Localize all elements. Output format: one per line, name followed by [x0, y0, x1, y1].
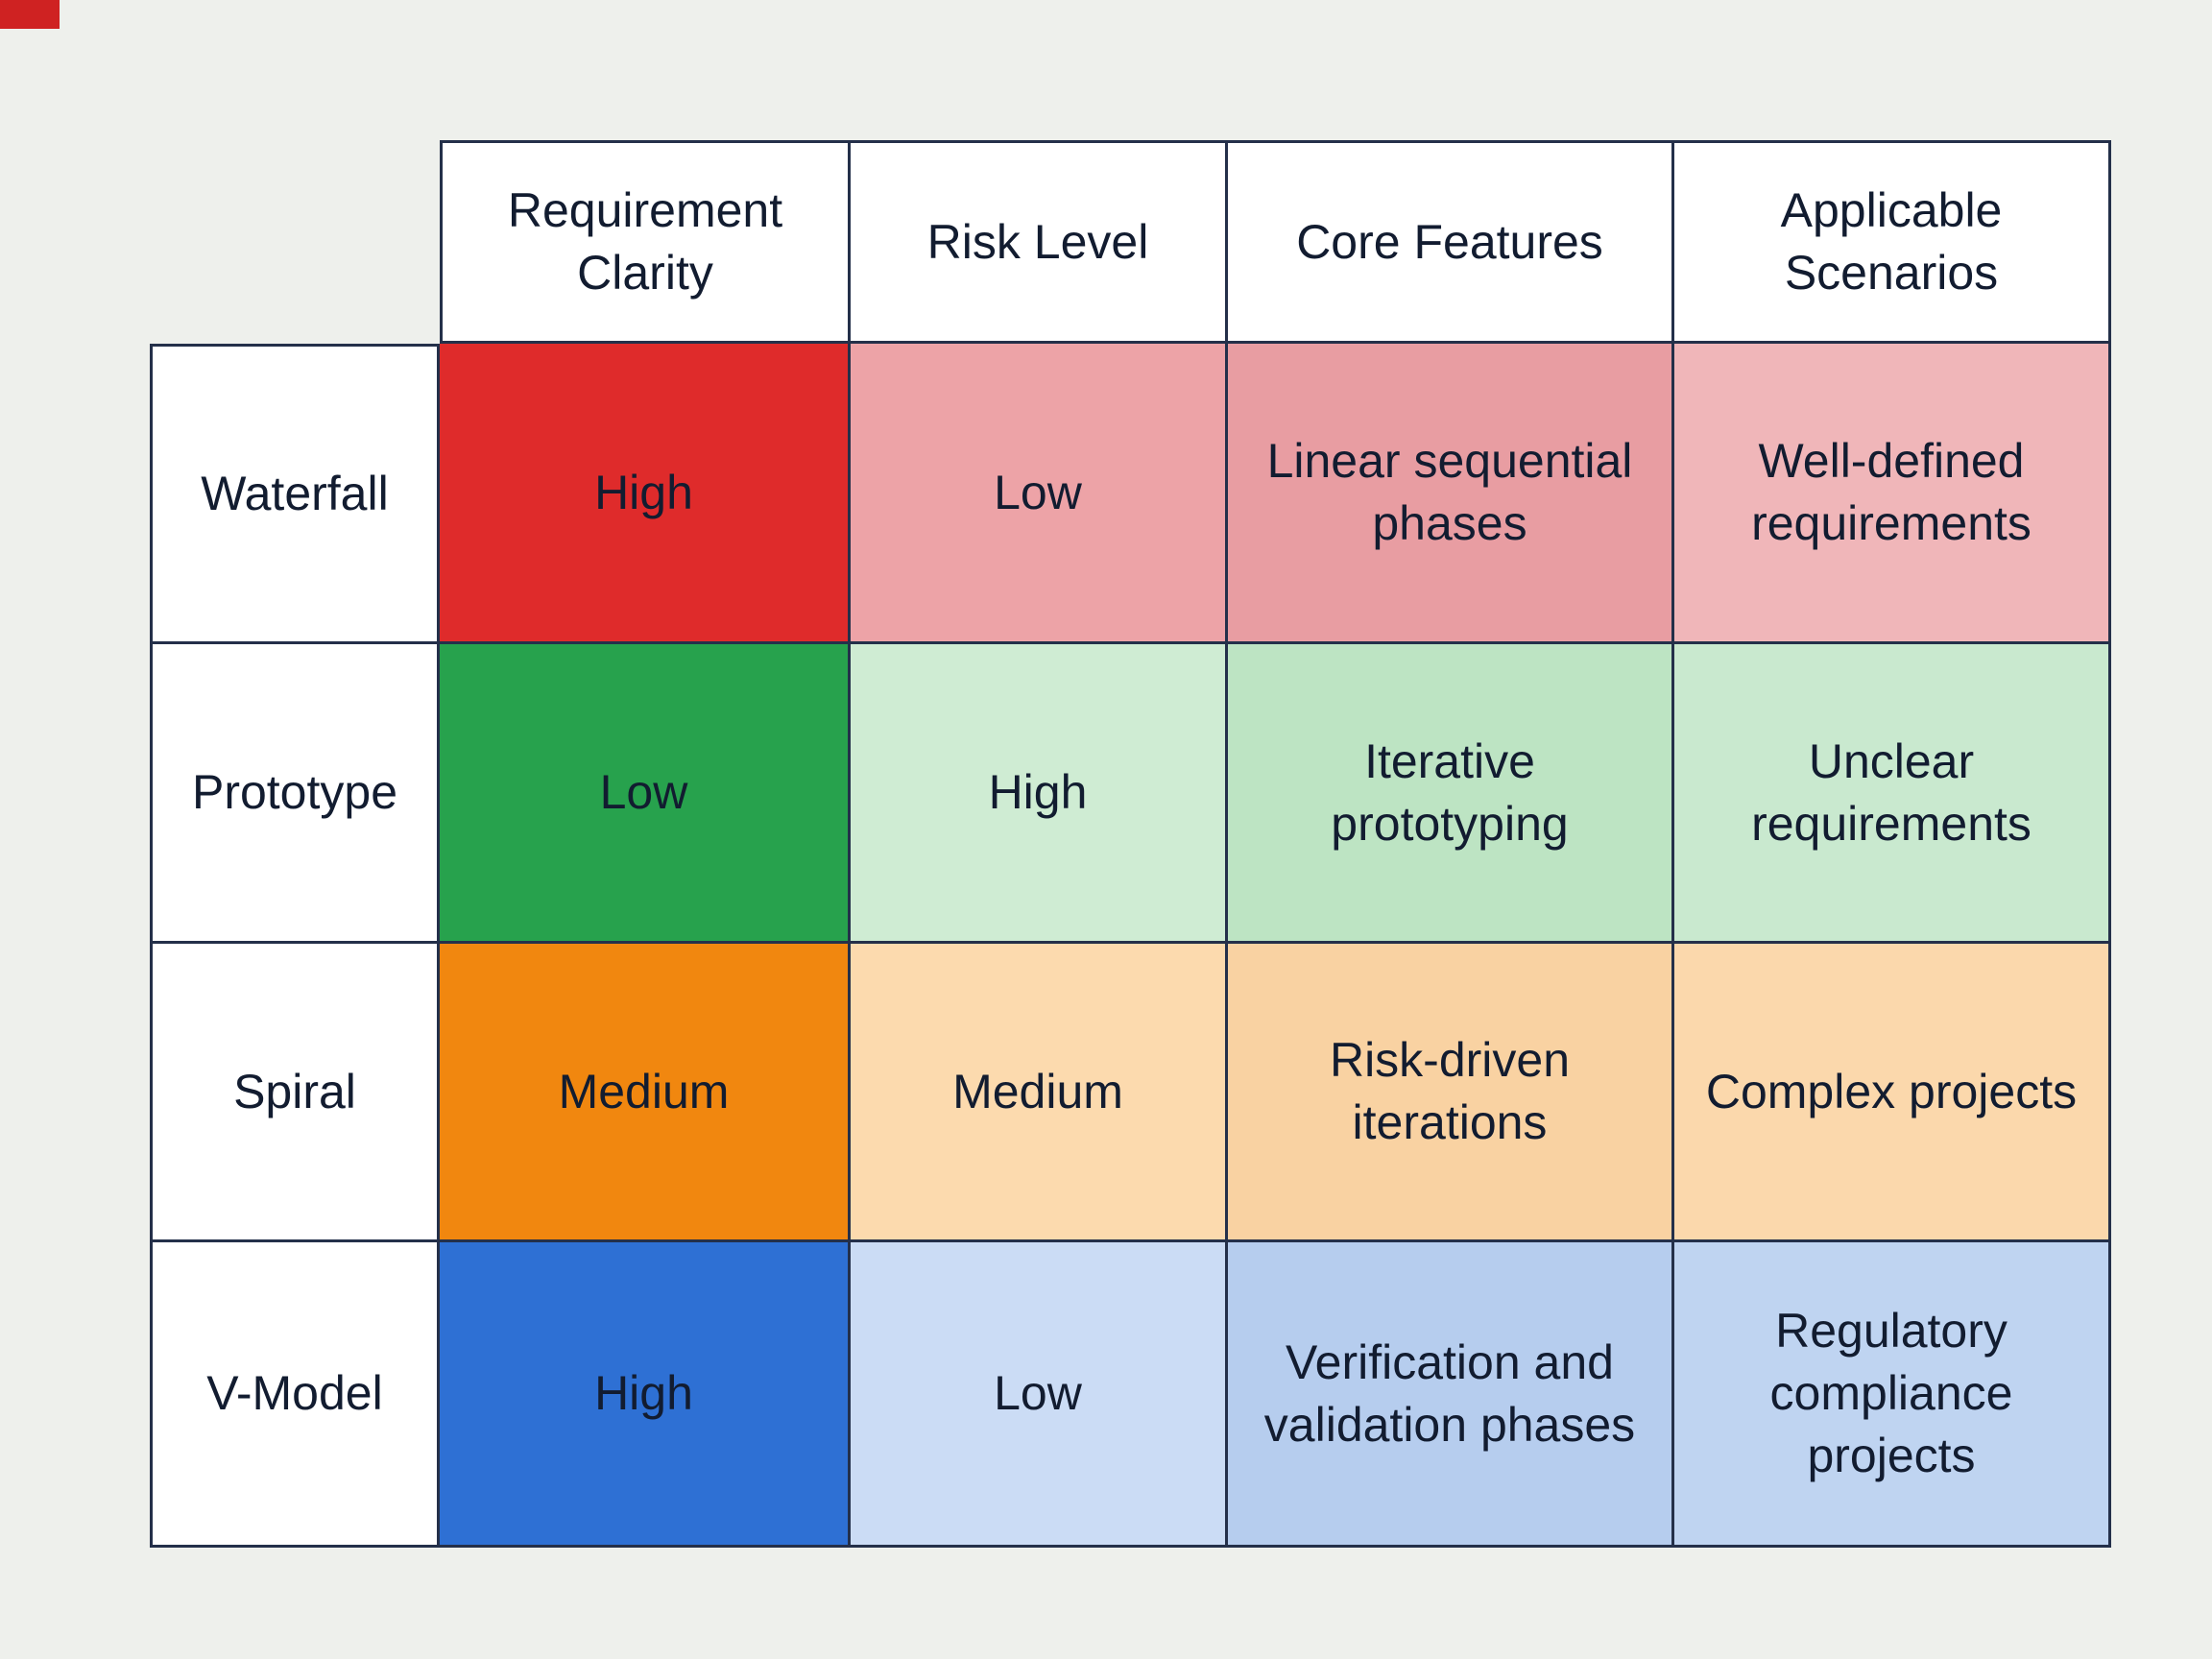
- cell-prototype-applicable-scenarios: Unclear requirements: [1674, 644, 2111, 944]
- cell-prototype-core-features: Iterative prototyping: [1228, 644, 1674, 944]
- cell-waterfall-requirement-clarity: High: [440, 344, 851, 644]
- cell-waterfall-core-features: Linear sequential phases: [1228, 344, 1674, 644]
- row-label-prototype: Prototype: [150, 644, 440, 944]
- model-comparison-table: Requirement Clarity Risk Level Core Featur…: [150, 140, 2111, 1548]
- cell-v-model-requirement-clarity: High: [440, 1242, 851, 1548]
- row-label-waterfall: Waterfall: [150, 344, 440, 644]
- column-header-risk-level: Risk Level: [851, 140, 1228, 344]
- column-header-requirement-clarity: Requirement Clarity: [440, 140, 851, 344]
- cell-prototype-requirement-clarity: Low: [440, 644, 851, 944]
- cell-spiral-core-features: Risk-driven iterations: [1228, 944, 1674, 1242]
- cell-waterfall-applicable-scenarios: Well-defined requirements: [1674, 344, 2111, 644]
- cell-prototype-risk-level: High: [851, 644, 1228, 944]
- corner-red-mark: [0, 0, 60, 29]
- row-label-spiral: Spiral: [150, 944, 440, 1242]
- column-header-core-features: Core Features: [1228, 140, 1674, 344]
- cell-spiral-risk-level: Medium: [851, 944, 1228, 1242]
- cell-waterfall-risk-level: Low: [851, 344, 1228, 644]
- column-header-applicable-scenarios: Applicable Scenarios: [1674, 140, 2111, 344]
- corner-blank-cell: [150, 140, 440, 344]
- cell-v-model-applicable-scenarios: Regulatory compliance projects: [1674, 1242, 2111, 1548]
- cell-spiral-applicable-scenarios: Complex projects: [1674, 944, 2111, 1242]
- cell-spiral-requirement-clarity: Medium: [440, 944, 851, 1242]
- cell-v-model-risk-level: Low: [851, 1242, 1228, 1548]
- row-label-v-model: V-Model: [150, 1242, 440, 1548]
- cell-v-model-core-features: Verification and validation phases: [1228, 1242, 1674, 1548]
